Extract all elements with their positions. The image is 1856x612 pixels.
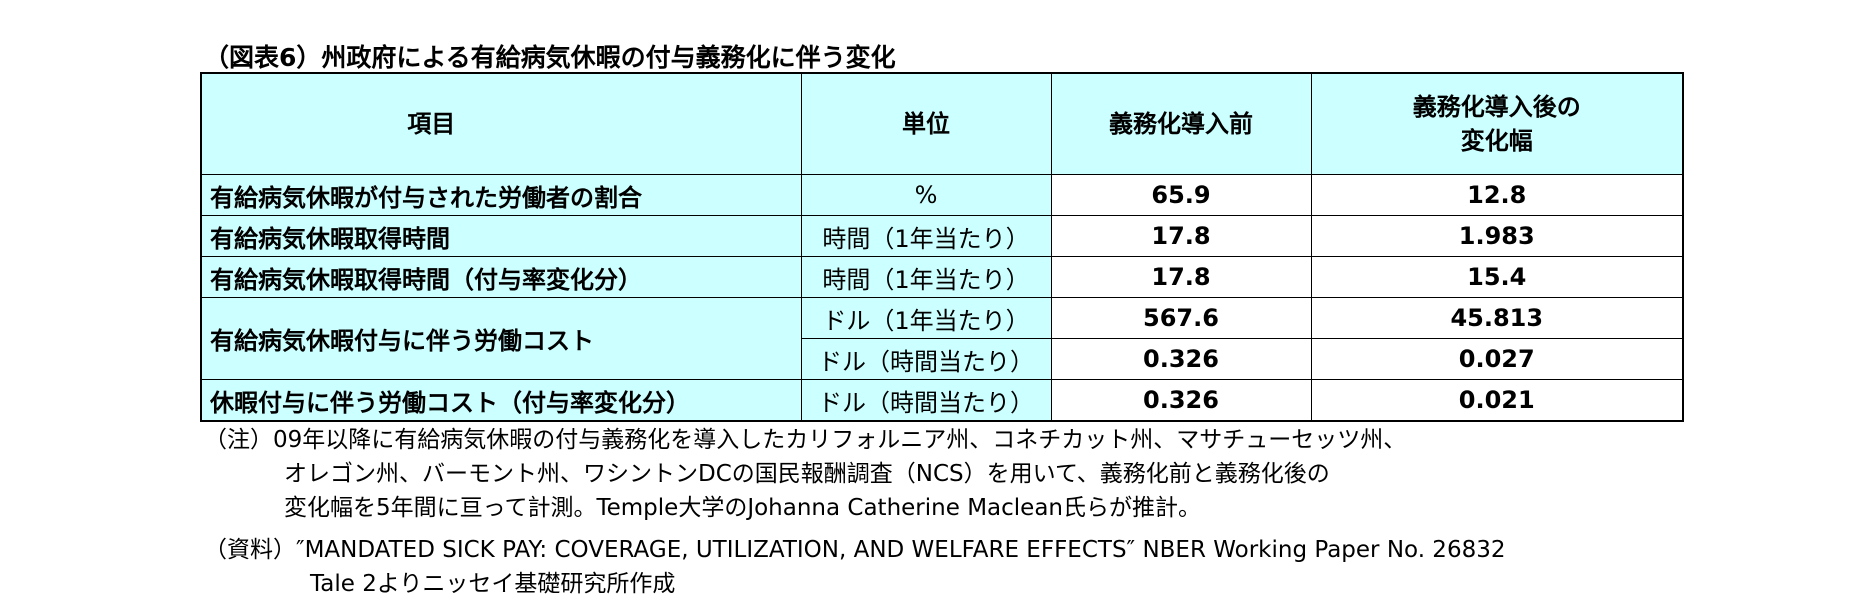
source-line-1: （資料）″MANDATED SICK PAY: COVERAGE, UTILIZ…: [204, 537, 1506, 563]
row-unit: 時間（1年当たり）: [800, 215, 1052, 257]
table-row: ドル（時間当たり） 0.326 0.027: [201, 338, 1684, 380]
row-item: 休暇付与に伴う労働コスト（付与率変化分）: [200, 379, 802, 422]
row-before-value: 65.9: [1050, 174, 1312, 216]
row-change-value: 0.021: [1310, 379, 1684, 422]
table-row: 有給病気休暇取得時間（付与率変化分） 時間（1年当たり） 17.8 15.4: [200, 256, 1684, 298]
header-change-line2: 変化幅: [1460, 127, 1533, 155]
row-item: 有給病気休暇付与に伴う労働コスト: [200, 297, 802, 380]
figure-title: （図表6）州政府による有給病気休暇の付与義務化に伴う変化: [204, 43, 896, 72]
row-change-value: 15.4: [1310, 256, 1684, 298]
header-item: 項目: [200, 72, 802, 175]
header-change-line1: 義務化導入後の: [1412, 93, 1581, 121]
row-item: 有給病気休暇取得時間（付与率変化分）: [200, 256, 802, 298]
row-unit: 時間（1年当たり）: [800, 256, 1052, 298]
note-line-3: 変化幅を5年間に亘って計測。Temple大学のJohanna Catherine…: [284, 495, 1201, 521]
row-change-value: 12.8: [1310, 174, 1684, 216]
row-item: 有給病気休暇が付与された労働者の割合: [200, 174, 802, 216]
note-line-1: （注）09年以降に有給病気休暇の付与義務化を導入したカリフォルニア州、コネチカッ…: [204, 427, 1407, 453]
table-row: 有給病気休暇付与に伴う労働コスト ドル（1年当たり） 567.6 45.813: [200, 297, 1684, 380]
header-unit: 単位: [800, 72, 1052, 175]
row-change-value: 0.027: [1310, 338, 1684, 380]
table-row: 休暇付与に伴う労働コスト（付与率変化分） ドル（時間当たり） 0.326 0.0…: [200, 379, 1684, 422]
source-line-2: Tale 2よりニッセイ基礎研究所作成: [310, 571, 676, 597]
note-line-2: オレゴン州、バーモント州、ワシントンDCの国民報酬調査（NCS）を用いて、義務化…: [284, 461, 1330, 487]
table-row: 有給病気休暇が付与された労働者の割合 % 65.9 12.8: [200, 174, 1684, 216]
row-change-value: 45.813: [1310, 297, 1684, 339]
row-before-value: 567.6: [1050, 297, 1312, 339]
header-change: 義務化導入後の 変化幅: [1310, 72, 1684, 175]
row-before-value: 17.8: [1050, 256, 1312, 298]
row-before-value: 0.326: [1050, 338, 1312, 380]
row-unit: ドル（1年当たり）: [800, 297, 1052, 339]
row-item: 有給病気休暇取得時間: [200, 215, 802, 257]
row-unit: ドル（時間当たり）: [800, 338, 1052, 380]
row-before-value: 17.8: [1050, 215, 1312, 257]
table-header-row: 項目 単位 義務化導入前 義務化導入後の 変化幅: [200, 72, 1684, 175]
data-table: 項目 単位 義務化導入前 義務化導入後の 変化幅 有給病気休暇が付与された労働者…: [200, 72, 1684, 422]
row-change-value: 1.983: [1310, 215, 1684, 257]
header-before: 義務化導入前: [1050, 72, 1312, 175]
table-row: 有給病気休暇取得時間 時間（1年当たり） 17.8 1.983: [200, 215, 1684, 257]
row-unit: %: [800, 174, 1052, 216]
row-unit: ドル（時間当たり）: [800, 379, 1052, 422]
row-before-value: 0.326: [1050, 379, 1312, 422]
